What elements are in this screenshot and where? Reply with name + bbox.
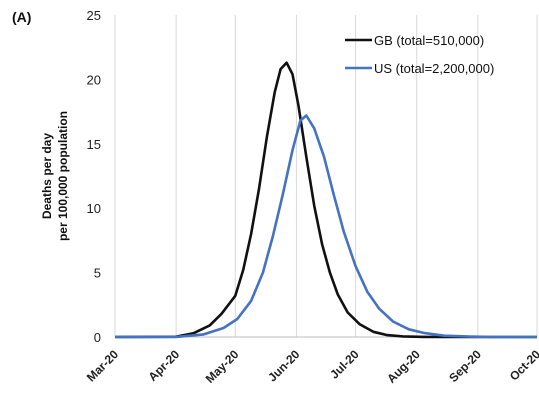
y-tick-label: 5 — [94, 266, 101, 281]
legend: GB (total=510,000) US (total=2,200,000) — [345, 33, 494, 76]
y-tick-label: 0 — [94, 330, 101, 345]
x-tick-label: Jul-20 — [327, 347, 362, 382]
y-axis-label: Deaths per day per 100,000 population — [40, 111, 70, 241]
x-tick-labels: Mar-20 Apr-20 May-20 Jun-20 Jul-20 Aug-20 Sep-… — [84, 347, 539, 386]
y-tick-label: 15 — [87, 137, 101, 152]
x-tick-label: Mar-20 — [84, 347, 121, 384]
series-line-gb — [114, 61, 537, 339]
x-tick-label: Sep-20 — [446, 347, 484, 385]
x-tick-label: Aug-20 — [384, 347, 423, 386]
series-line-us — [114, 114, 537, 339]
y-tick-label: 10 — [87, 201, 101, 216]
series-lines — [114, 61, 537, 339]
x-tick-label: Apr-20 — [145, 347, 182, 384]
x-tick-label: Jun-20 — [265, 347, 302, 384]
y-tick-label: 25 — [87, 8, 101, 23]
legend-entry: US (total=2,200,000) — [374, 61, 494, 76]
y-tick-label: 20 — [87, 72, 101, 87]
panel-label: (A) — [12, 9, 31, 25]
x-tick-label: Oct-20 — [507, 347, 539, 384]
legend-entry: GB (total=510,000) — [374, 33, 484, 48]
y-axis-label-line: per 100,000 population — [56, 111, 70, 241]
x-tick-label: May-20 — [203, 347, 242, 386]
y-tick-labels: 0 5 10 15 20 25 — [87, 8, 101, 345]
y-axis-label-line: Deaths per day — [40, 133, 54, 219]
